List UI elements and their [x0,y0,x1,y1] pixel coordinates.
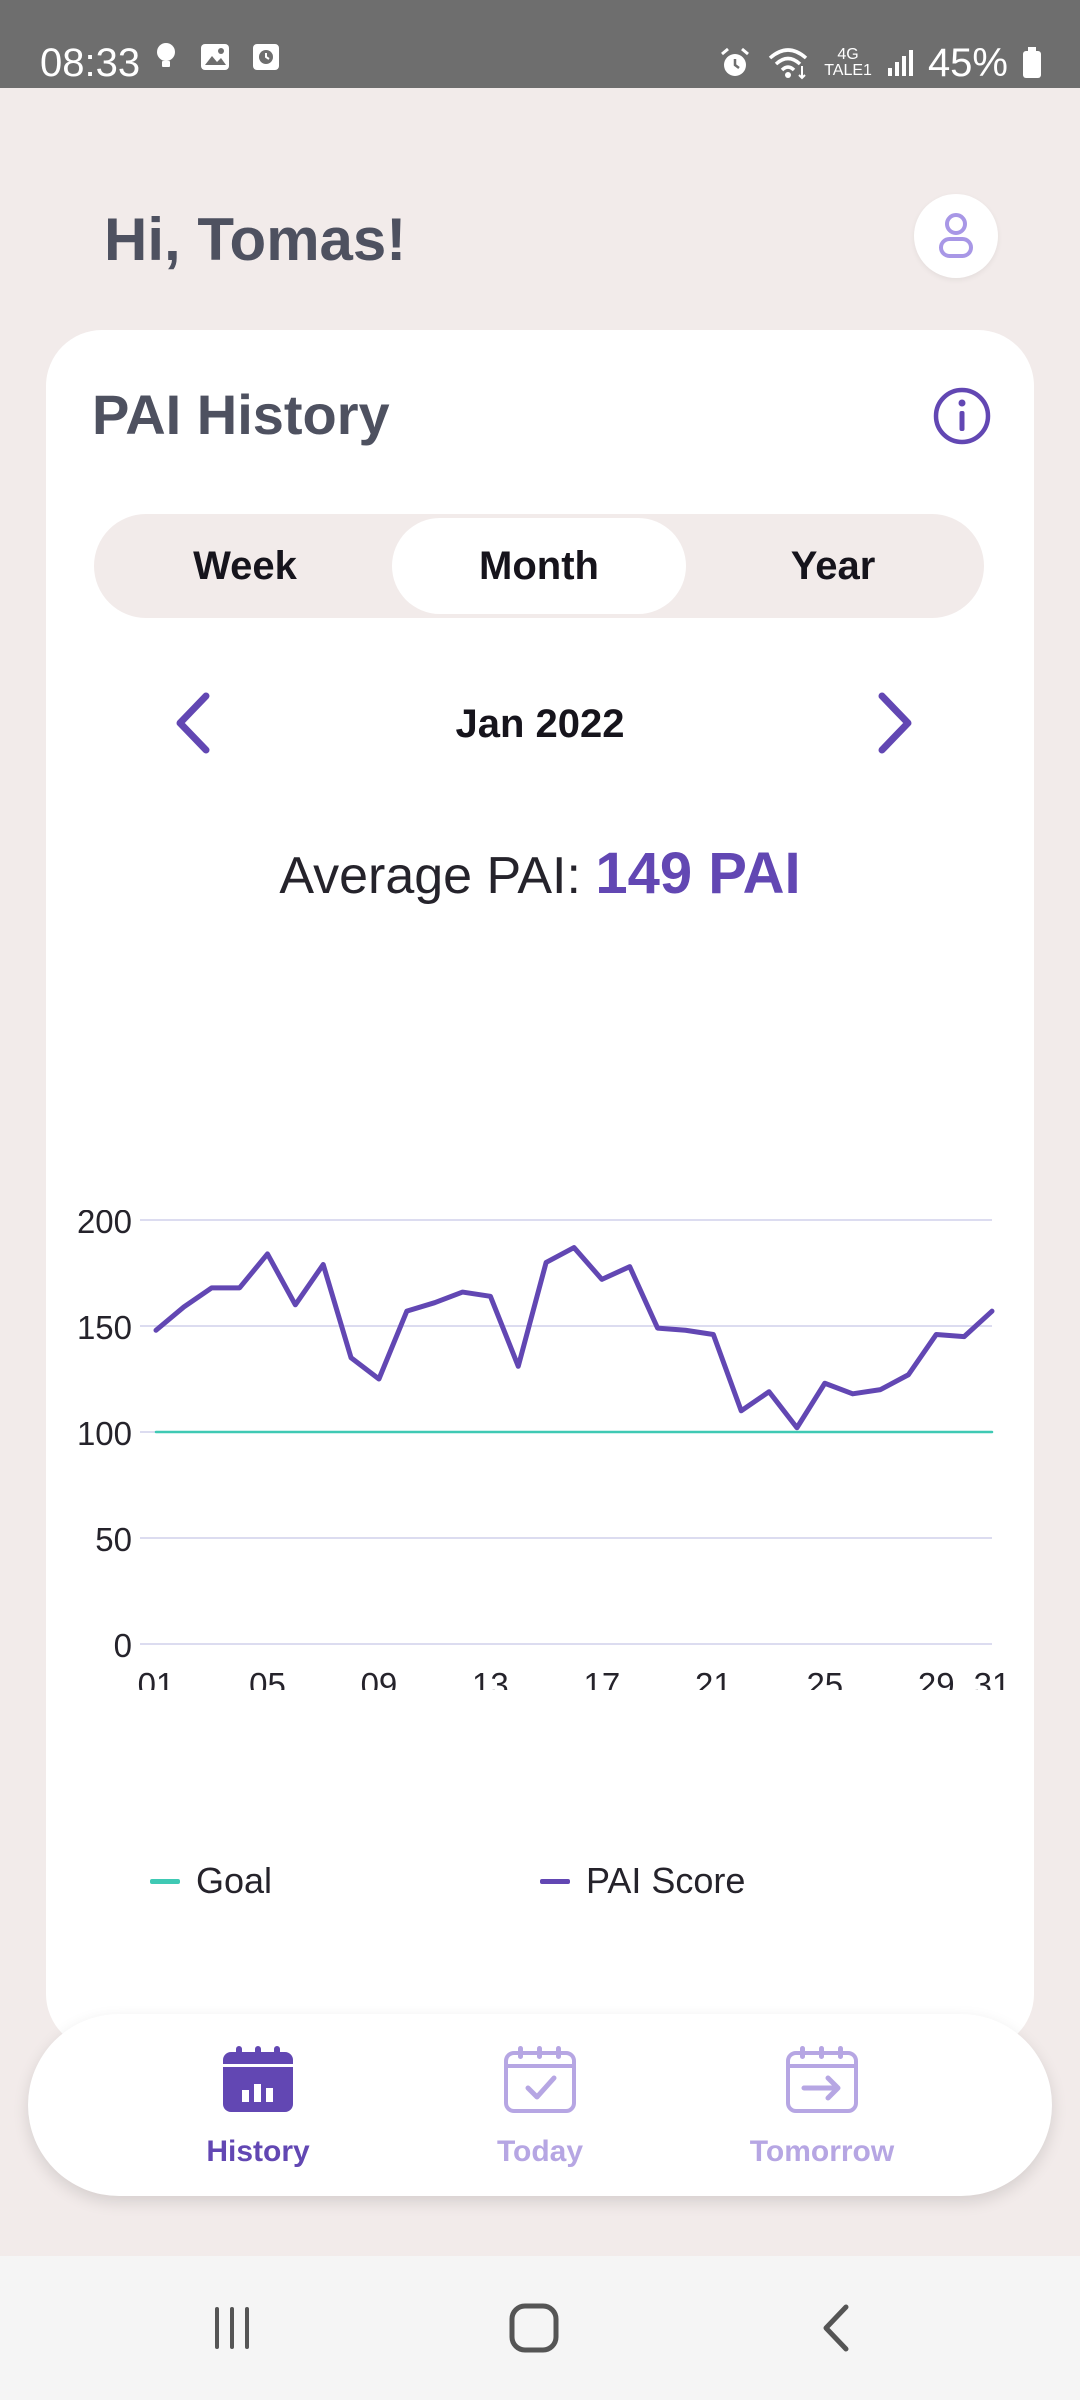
tab-tomorrow-label: Tomorrow [749,2135,895,2168]
x-tick-label: 17 [584,1666,621,1690]
tab-history[interactable]: History [158,2044,358,2169]
y-tick-label: 50 [95,1521,132,1558]
tab-today[interactable]: Today [440,2044,640,2169]
info-button[interactable] [932,386,992,446]
period-label: Jan 2022 [455,702,625,746]
gallery-icon [200,43,230,71]
lightbulb-icon [154,42,178,72]
recent-apps-button[interactable] [192,2300,272,2360]
calendar-check-icon [502,2044,578,2119]
y-tick-label: 0 [114,1627,132,1664]
legend-pai-label: PAI Score [586,1860,746,1901]
carrier-label: TALE1 [824,62,872,79]
tab-week[interactable]: Week [193,543,297,588]
x-tick-label: 31 [974,1666,1011,1690]
pai-score-line [153,1245,995,1431]
clock-app-icon [252,43,280,71]
x-tick-label: 25 [806,1666,843,1690]
status-time: 08:33 [40,41,141,85]
tab-month[interactable]: Month [392,518,686,614]
signal-icon [886,48,914,78]
system-navigation-bar [0,2256,1080,2400]
recent-apps-icon [207,2303,257,2358]
y-tick-label: 100 [77,1415,132,1452]
greeting-title: Hi, Tomas! [104,206,407,273]
legend-pai-swatch [540,1878,570,1884]
calendar-chart-icon [220,2044,296,2119]
average-pai: Average PAI: 149 PAI [46,840,1034,907]
back-button[interactable] [796,2300,876,2360]
chevron-left-icon [164,692,224,762]
profile-button[interactable] [914,194,998,278]
calendar-arrow-icon [784,2044,860,2119]
back-icon [816,2301,856,2360]
home-button[interactable] [494,2300,574,2360]
pai-line-chart: 0 50 100 150 200 01 05 09 13 17 21 25 29 31 [77,1210,1011,1690]
legend-goal-label: Goal [196,1860,273,1901]
battery-icon [1022,47,1042,79]
average-label: Average PAI: [279,847,596,905]
y-tick-label: 150 [77,1309,132,1346]
chevron-right-icon [864,692,924,762]
x-tick-label: 01 [138,1666,175,1690]
x-tick-label: 05 [249,1666,286,1690]
legend-goal: Goal [150,1860,272,1902]
info-icon [932,387,992,450]
x-tick-label: 21 [695,1666,732,1690]
pai-history-card: PAI History Week Month Year Jan 2022 Ave… [46,330,1034,2050]
x-tick-label: 13 [472,1666,509,1690]
next-period-button[interactable] [864,688,924,758]
period-segmented-control: Week Month Year [94,514,984,618]
home-icon [507,2301,561,2360]
average-value: 149 PAI [595,841,801,906]
tab-today-label: Today [496,2135,584,2168]
y-tick-label: 200 [77,1210,132,1240]
legend-pai: PAI Score [540,1860,745,1902]
notification-icons [154,42,280,72]
battery-percent: 45% [927,41,1008,85]
chart-legend: Goal PAI Score [46,1860,1034,1920]
card-title: PAI History [92,383,390,446]
tab-history-label: History [206,2135,310,2168]
status-bar: 08:33 4G TALE1 45% [0,0,1080,88]
alarm-icon [718,46,752,80]
network-type: 4G TALE1 [824,47,872,79]
network-label: 4G [837,46,859,63]
wifi-icon [766,46,810,80]
tab-tomorrow[interactable]: Tomorrow [722,2044,922,2169]
tab-year[interactable]: Year [790,543,876,588]
system-status-icons: 4G TALE1 45% [718,38,1042,88]
x-tick-label: 29 [918,1666,955,1690]
period-navigator: Jan 2022 [46,682,1034,762]
legend-goal-swatch [150,1878,180,1884]
bottom-navigation: History Today Tomorrow [28,2014,1052,2196]
x-tick-label: 09 [361,1666,398,1690]
previous-period-button[interactable] [164,688,224,758]
person-icon [936,212,976,260]
